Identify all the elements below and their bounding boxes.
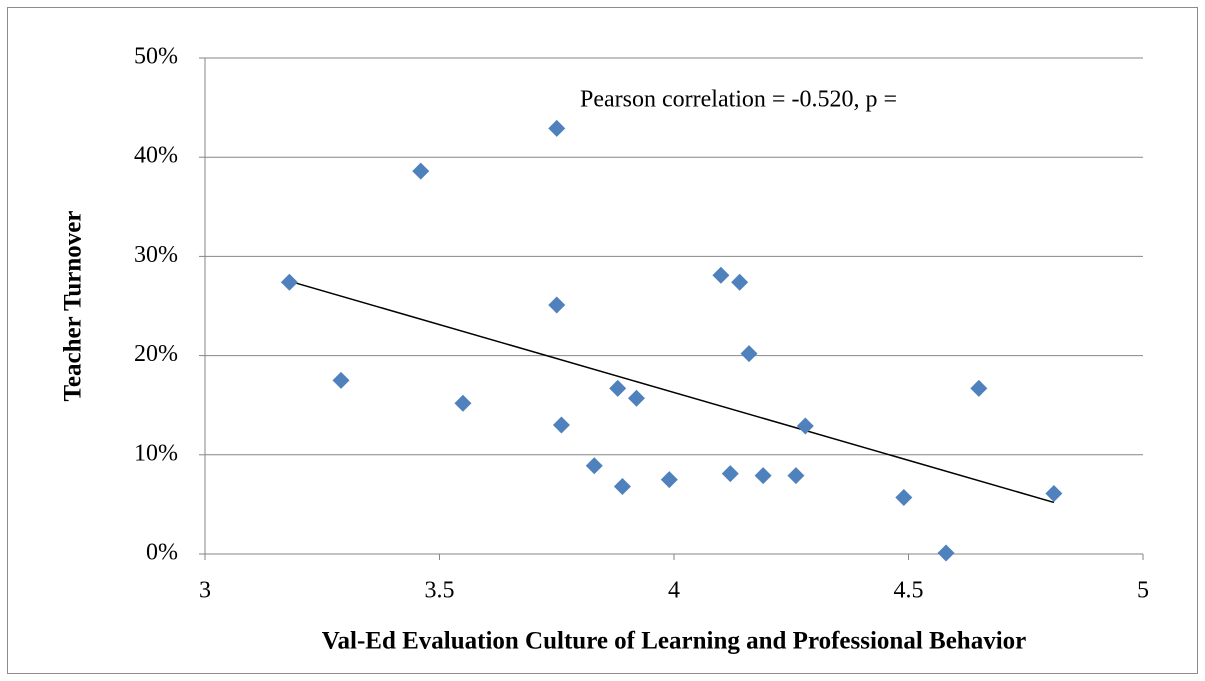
y-axis-title: Teacher Turnover <box>60 211 87 402</box>
point <box>454 394 472 412</box>
annotation: Pearson correlation = -0.520, p = <box>580 87 897 113</box>
point <box>660 471 678 489</box>
point <box>712 266 730 284</box>
x-tick-label: 5 <box>1137 578 1149 604</box>
point <box>548 119 566 137</box>
chart-border <box>7 7 1198 674</box>
point <box>280 273 298 291</box>
x-tick-label: 4.5 <box>894 578 924 604</box>
point <box>609 379 627 397</box>
x-tick-label: 3 <box>199 578 211 604</box>
y-tick-label: 20% <box>134 341 178 367</box>
point <box>552 416 570 434</box>
point <box>627 389 645 407</box>
point <box>332 371 350 389</box>
y-tick-label: 10% <box>134 440 178 466</box>
x-tick-label: 3.5 <box>425 578 455 604</box>
point <box>740 345 758 363</box>
point <box>412 162 430 180</box>
x-tick-label: 4 <box>668 578 680 604</box>
point <box>895 488 913 506</box>
point <box>787 467 805 485</box>
y-tick-label: 50% <box>134 44 178 70</box>
point <box>1045 484 1063 502</box>
point <box>721 465 739 483</box>
point <box>796 417 814 435</box>
y-tick-label: 40% <box>134 143 178 169</box>
point <box>585 457 603 475</box>
point <box>937 544 955 562</box>
x-axis-title: Val-Ed Evaluation Culture of Learning an… <box>322 628 1027 655</box>
point <box>613 478 631 496</box>
point <box>754 467 772 485</box>
point <box>970 379 988 397</box>
y-tick-label: 30% <box>134 242 178 268</box>
y-tick-label: 0% <box>146 540 178 566</box>
point <box>548 296 566 314</box>
point <box>731 273 749 291</box>
trendline <box>289 280 1055 504</box>
